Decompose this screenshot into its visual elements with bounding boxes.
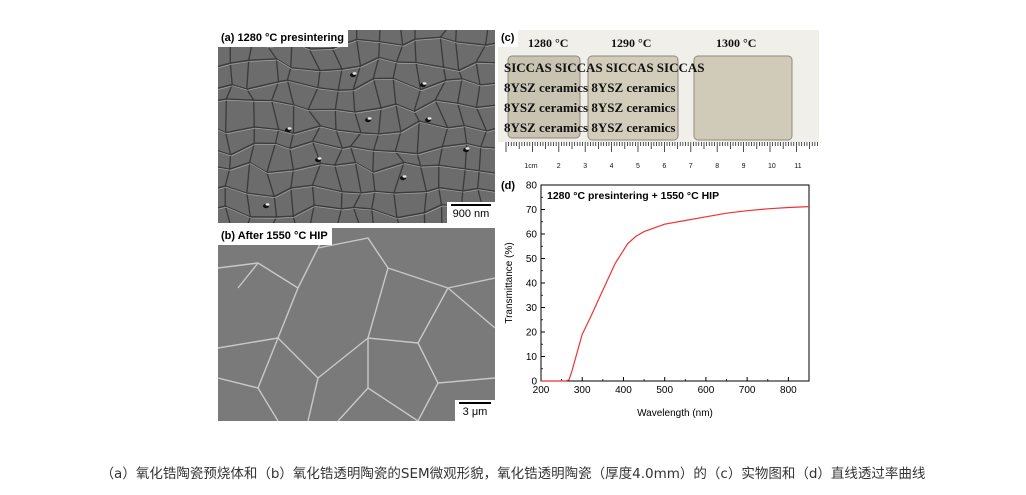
- y-tick-label: 80: [526, 181, 538, 192]
- x-tick-label: 600: [698, 385, 715, 396]
- background-print-row: SICCAS SICCAS SICCAS SICCAS: [504, 60, 704, 75]
- ruler-label: 2: [557, 163, 561, 170]
- ruler-label: 8: [715, 163, 719, 170]
- background-print-row: 8YSZ ceramics 8YSZ ceramics: [504, 100, 676, 115]
- chart-title: 1280 °C presintering + 1550 °C HIP: [547, 190, 719, 202]
- x-tick-label: 500: [656, 385, 673, 396]
- y-tick-label: 50: [526, 254, 538, 265]
- temp-label-1290: 1290 °C: [611, 36, 652, 50]
- x-tick-label: 400: [615, 385, 632, 396]
- y-tick-label: 10: [526, 352, 538, 363]
- ceramic-disc-1280: [507, 55, 581, 139]
- y-tick-label: 30: [526, 303, 538, 314]
- scale-bar-line: [451, 204, 491, 206]
- ruler-label: 3: [583, 163, 587, 170]
- photo-content: SICCAS SICCAS SICCAS SICCAS 8YSZ ceramics…: [498, 30, 819, 175]
- transmittance-curve: [541, 206, 810, 382]
- x-tick-label: 300: [574, 385, 591, 396]
- ruler-label: 6: [662, 163, 666, 170]
- temp-label-1300: 1300 °C: [716, 36, 757, 50]
- x-tick-label: 700: [739, 385, 756, 396]
- panel-b-scalebar: 3 μm: [455, 400, 495, 421]
- panel-b-label: (b) After 1550 °C HIP: [218, 228, 332, 245]
- ceramic-disc-1300: [693, 55, 793, 141]
- ruler-label: 7: [689, 163, 693, 170]
- ceramic-disc-1290: [587, 55, 679, 141]
- panel-b-scale-text: 3 μm: [462, 406, 488, 418]
- sem-image-after-hip: (b) After 1550 °C HIP 3 μm: [218, 228, 495, 421]
- x-tick-label: 800: [780, 385, 797, 396]
- ruler-label: 9: [742, 163, 746, 170]
- scale-bar-line: [459, 402, 491, 404]
- y-tick-label: 20: [526, 328, 538, 339]
- panel-a-label: (a) 1280 °C presintering: [218, 30, 348, 47]
- temp-label-1280: 1280 °C: [528, 36, 569, 50]
- y-axis-label: Transmittance (%): [504, 242, 515, 323]
- y-tick-label: 60: [526, 230, 538, 241]
- ruler-label: 1cm: [524, 163, 537, 170]
- sem-b-grains: [218, 228, 495, 421]
- background-print-row: 8YSZ ceramics 8YSZ ceramics: [504, 120, 676, 135]
- panel-a-scale-text: 900 nm: [452, 208, 490, 220]
- transmittance-chart: 200 300 400 500 600 700 800 0 10 20 30 40 50 60 70 80 1…: [498, 178, 819, 422]
- y-tick-label: 0: [531, 377, 537, 388]
- sem-image-presintered: (a) 1280 °C presintering 900 nm: [218, 30, 495, 223]
- ruler-label: 4: [610, 163, 614, 170]
- panel-d-label: (d): [501, 180, 516, 192]
- photo-transparent-ceramics: SICCAS SICCAS SICCAS SICCAS 8YSZ ceramics…: [498, 30, 819, 175]
- background-print-row: 8YSZ ceramics 8YSZ ceramics: [504, 80, 676, 95]
- transmittance-chart-svg: 200 300 400 500 600 700 800 0 10 20 30 40 50 60 70 80 1…: [504, 181, 810, 419]
- panel-c-label: (c): [498, 30, 519, 47]
- y-tick-label: 70: [526, 205, 538, 216]
- y-tick-label: 40: [526, 279, 538, 290]
- x-tick-label: 200: [533, 385, 550, 396]
- ruler-label: 5: [636, 163, 640, 170]
- figure-caption: （a）氧化锆陶瓷预烧体和（b）氧化锆透明陶瓷的SEM微观形貌，氧化锆透明陶瓷（厚…: [100, 466, 926, 482]
- ruler-label: 11: [794, 163, 801, 170]
- plot-frame: [540, 184, 810, 382]
- x-axis-label: Wavelength (nm): [637, 408, 713, 419]
- panel-a-scalebar: 900 nm: [447, 202, 495, 223]
- sem-a-grains: [218, 30, 495, 223]
- ruler-label: 10: [768, 163, 776, 170]
